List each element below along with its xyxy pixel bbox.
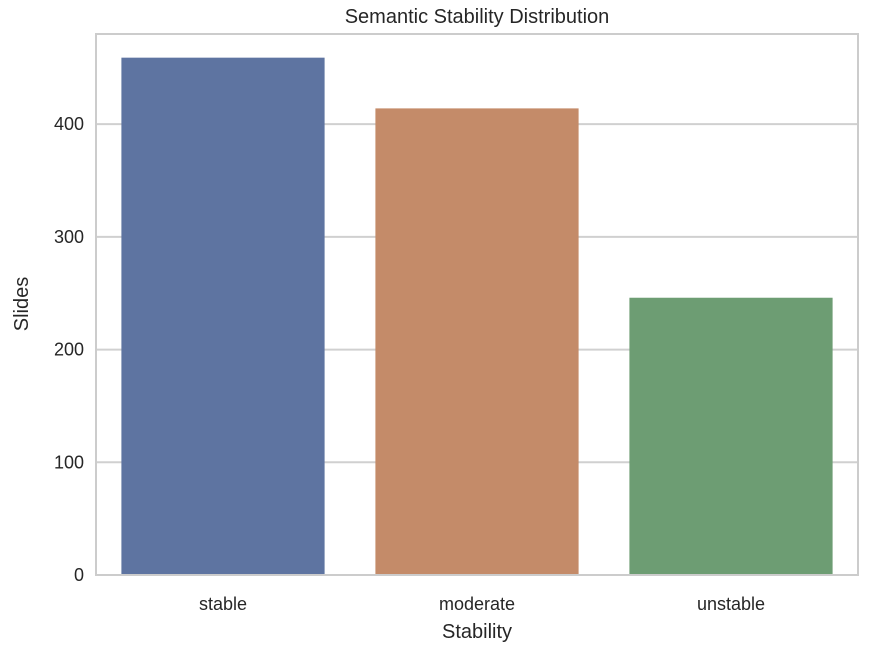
x-tick-label-moderate: moderate xyxy=(439,594,515,614)
bar-unstable xyxy=(629,297,833,575)
bar-moderate xyxy=(375,108,579,575)
y-tick-label: 100 xyxy=(54,452,84,472)
y-axis-ticks: 0 100 200 300 400 xyxy=(54,114,84,585)
x-axis-ticks: stable moderate unstable xyxy=(199,594,765,614)
plot-frame xyxy=(95,33,859,576)
y-axis-label: Slides xyxy=(11,277,33,331)
y-tick-label: 200 xyxy=(54,340,84,360)
x-tick-label-unstable: unstable xyxy=(697,594,765,614)
bar-stable xyxy=(121,57,325,575)
bars xyxy=(121,57,833,575)
chart-title: Semantic Stability Distribution xyxy=(345,6,610,28)
x-axis-label: Stability xyxy=(442,621,512,643)
y-tick-label: 400 xyxy=(54,114,84,134)
x-tick-label-stable: stable xyxy=(199,594,247,614)
y-tick-label: 300 xyxy=(54,227,84,247)
y-tick-label: 0 xyxy=(74,565,84,585)
